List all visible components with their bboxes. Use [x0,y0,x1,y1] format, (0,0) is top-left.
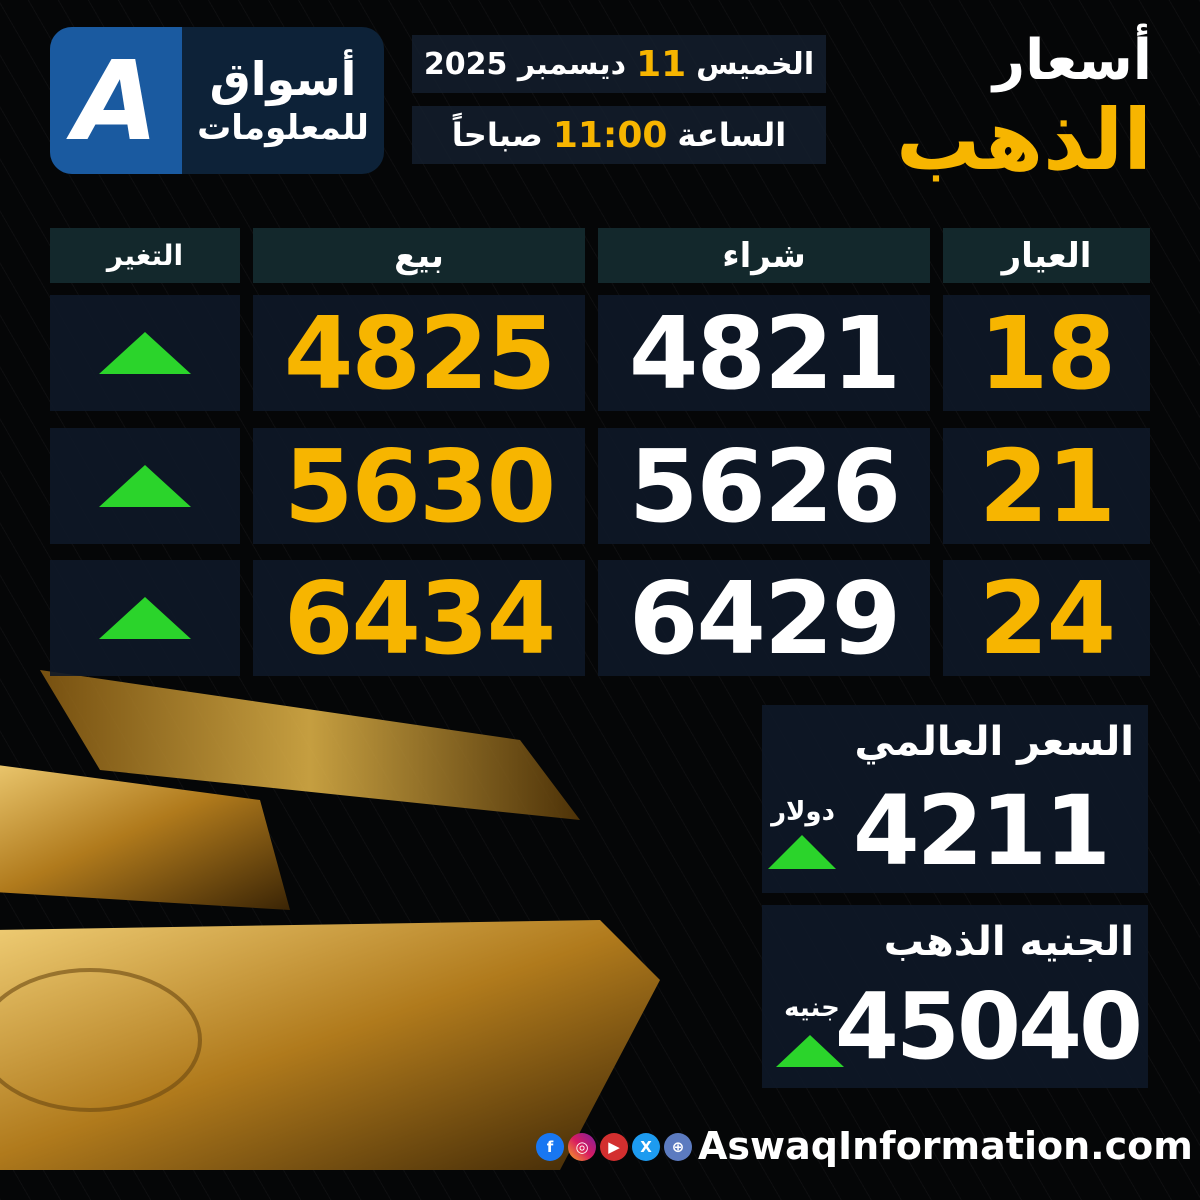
title-line1: أسعار [992,28,1152,93]
world-price-unit: دولار [771,797,835,827]
page-title: أسعار الذهب [896,28,1152,186]
world-price-box: السعر العالمي 4211 دولار [762,705,1148,893]
karat-cell: 18 [943,295,1150,412]
header-sell: بيع [253,228,585,283]
time-value: 11:00 [552,114,668,156]
sell-cell: 6434 [253,560,585,677]
buy-cell: 5626 [598,428,930,545]
up-arrow-icon [99,465,191,507]
up-arrow-icon [776,1035,844,1067]
brand-logo: A أسواق للمعلومات [50,27,384,174]
buy-cell: 6429 [598,560,930,677]
month-year: ديسمبر 2025 [423,46,627,82]
time-suffix: صباحاً [451,116,543,154]
globe-icon[interactable]: ⊕ [664,1133,692,1161]
buy-cell: 4821 [598,295,930,412]
time-prefix: الساعة [677,116,787,154]
world-price-value: 4211 [852,775,1111,887]
time-bar: الساعة 11:00 صباحاً [412,106,826,164]
karat-cell: 21 [943,428,1150,545]
day-name: الخميس [696,46,815,82]
website-link[interactable]: AswaqInformation.com [698,1124,1193,1168]
change-cell [50,428,240,544]
up-arrow-icon [99,332,191,374]
sell-cell: 4825 [253,295,585,412]
logo-line1: أسواق [209,51,357,106]
change-cell [50,560,240,676]
gold-pound-box: الجنيه الذهب 45040 جنيه [762,905,1148,1088]
sell-cell: 5630 [253,428,585,545]
social-links: f ◎ ▶ X ⊕ [536,1133,692,1161]
gold-bars-image [0,670,660,1170]
x-icon[interactable]: X [632,1133,660,1161]
up-arrow-icon [768,835,836,869]
up-arrow-icon [99,597,191,639]
date-bar: الخميس 11 ديسمبر 2025 [412,35,826,93]
karat-cell: 24 [943,560,1150,677]
gold-pound-value: 45040 [834,973,1143,1080]
change-cell [50,295,240,411]
day-number: 11 [636,43,687,85]
header-buy: شراء [598,228,930,283]
facebook-icon[interactable]: f [536,1133,564,1161]
gold-pound-unit: جنيه [784,993,840,1023]
world-price-label: السعر العالمي [854,719,1134,765]
logo-line2: للمعلومات [197,107,369,148]
gold-pound-label: الجنيه الذهب [883,919,1134,965]
youtube-icon[interactable]: ▶ [600,1133,628,1161]
header-change: التغير [50,228,240,283]
logo-mark: A [50,27,182,174]
header-karat: العيار [943,228,1150,283]
instagram-icon[interactable]: ◎ [568,1133,596,1161]
title-line2: الذهب [895,91,1152,189]
